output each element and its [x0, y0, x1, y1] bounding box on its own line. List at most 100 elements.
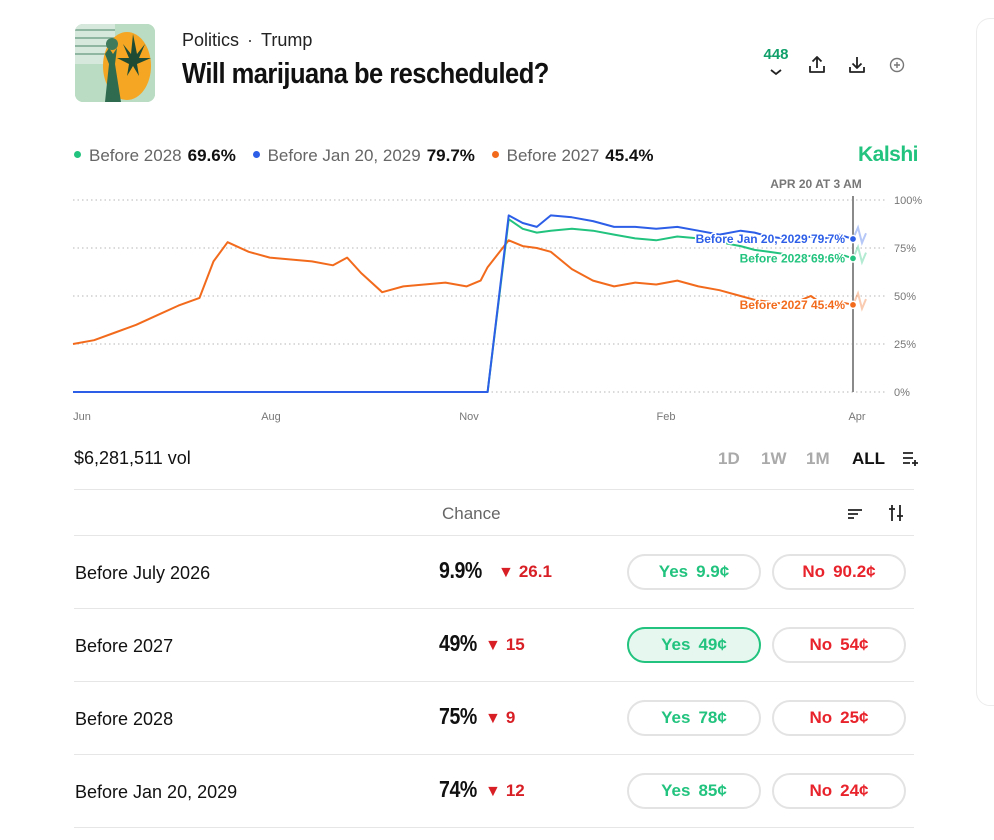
legend-name: Before 2027	[506, 146, 600, 165]
row-change: ▼ 12	[485, 781, 525, 801]
series-future-segment	[852, 224, 867, 246]
divider	[74, 827, 914, 828]
yes-price: 78¢	[698, 708, 727, 727]
table-row[interactable]: Before 2027 49% ▼ 15 Yes 49¢ No 54¢	[74, 609, 914, 681]
price-chart[interactable]: 100% 75% 50% 25% 0% Jun Aug Nov Feb Apr APR 20 A…	[0, 168, 994, 430]
row-label: Before 2028	[75, 709, 174, 729]
no-label: No	[802, 562, 826, 581]
divider	[74, 754, 914, 755]
chevron-down-icon	[770, 69, 782, 76]
share-icon[interactable]	[806, 54, 828, 76]
yes-price: 9.9¢	[696, 562, 730, 581]
no-price: 54¢	[840, 635, 869, 654]
range-1w[interactable]: 1W	[761, 449, 787, 468]
yes-button[interactable]: Yes 9.9¢	[627, 554, 761, 590]
x-axis-labels: Jun Aug Nov Feb Apr	[73, 411, 866, 423]
no-button[interactable]: No 24¢	[772, 773, 906, 809]
breadcrumb: Politics · Trump	[182, 30, 312, 51]
series-end-label: Before 2028 69.6%	[740, 251, 846, 265]
row-chance: 49%	[439, 630, 477, 656]
row-change-value: 15	[505, 635, 525, 654]
series-end-dot	[848, 234, 858, 244]
legend-bullet	[74, 151, 81, 159]
divider	[74, 489, 914, 490]
filter-sliders-icon[interactable]	[886, 503, 906, 523]
table-row[interactable]: Before Jan 20, 2029 74% ▼ 12 Yes 85¢ No 24¢	[74, 755, 914, 827]
yes-price: 49¢	[698, 635, 727, 654]
row-change-value: 9	[505, 708, 516, 727]
row-change: ▼ 9	[485, 708, 515, 728]
series-end-label: Before 2027 45.4%	[740, 298, 846, 312]
chart-grid	[73, 199, 885, 393]
breadcrumb-category[interactable]: Politics	[182, 30, 240, 50]
yes-label: Yes	[661, 781, 691, 800]
x-tick-label: Aug	[261, 411, 281, 423]
no-label: No	[809, 781, 833, 800]
series-end-labels: Before Jan 20, 2029 79.7% Before 2028 69.…	[694, 230, 858, 313]
chart-legend: Before 2028 69.6% Before Jan 20, 2029 79.7…	[74, 146, 665, 166]
y-tick-label: 0%	[894, 387, 910, 399]
legend-bullet	[491, 151, 499, 159]
y-tick-label: 25%	[894, 339, 916, 351]
breadcrumb-subcategory[interactable]: Trump	[261, 30, 313, 50]
row-label: Before 2027	[75, 636, 174, 656]
add-list-icon[interactable]	[902, 450, 920, 466]
volume-text: $6,281,511 vol	[74, 448, 191, 468]
legend-item[interactable]: Before Jan 20, 2029 79.7%	[252, 146, 475, 166]
no-price: 24¢	[840, 781, 869, 800]
no-price: 25¢	[840, 708, 869, 727]
down-triangle-icon: ▼	[498, 564, 514, 581]
legend-item[interactable]: Before 2027 45.4%	[491, 146, 654, 166]
hover-timestamp: APR 20 AT 3 AM	[770, 177, 862, 191]
legend-bullet	[252, 151, 260, 159]
count-button[interactable]: 448	[758, 46, 794, 80]
series-end-dot	[848, 300, 858, 310]
download-icon[interactable]	[846, 54, 868, 76]
table-row[interactable]: Before 2028 75% ▼ 9 Yes 78¢ No 25¢	[74, 682, 914, 754]
legend-value: 69.6%	[187, 146, 236, 165]
row-change: ▼ 26.1	[498, 562, 552, 582]
y-axis-labels: 100% 75% 50% 25% 0%	[894, 195, 922, 399]
row-change-value: 26.1	[518, 562, 552, 581]
down-triangle-icon: ▼	[485, 710, 501, 727]
yes-price: 85¢	[698, 781, 727, 800]
series-end-dot	[848, 254, 858, 263]
down-triangle-icon: ▼	[485, 783, 501, 800]
no-button[interactable]: No 25¢	[772, 700, 906, 736]
no-price: 90.2¢	[833, 562, 876, 581]
table-row[interactable]: Before July 2026 9.9% ▼ 26.1 Yes 9.9¢ No 90.2¢	[74, 536, 914, 608]
down-triangle-icon: ▼	[485, 637, 501, 654]
series-end-label: Before Jan 20, 2029 79.7%	[696, 232, 846, 246]
add-circle-icon[interactable]	[886, 54, 908, 76]
divider	[74, 535, 914, 536]
series-line-before-2027	[72, 239, 854, 345]
row-change: ▼ 15	[485, 635, 525, 655]
x-tick-label: Feb	[657, 411, 676, 423]
legend-name: Before Jan 20, 2029	[267, 146, 421, 165]
y-tick-label: 100%	[894, 195, 922, 207]
row-label: Before July 2026	[75, 563, 211, 583]
count-value: 448	[763, 46, 789, 63]
range-1m[interactable]: 1M	[806, 449, 830, 468]
divider	[74, 608, 914, 609]
sort-icon[interactable]	[846, 503, 866, 523]
yes-button[interactable]: Yes 49¢	[627, 627, 761, 663]
series-future-segment	[852, 243, 867, 266]
yes-button[interactable]: Yes 85¢	[627, 773, 761, 809]
no-button[interactable]: No 90.2¢	[772, 554, 906, 590]
yes-label: Yes	[658, 562, 689, 581]
no-button[interactable]: No 54¢	[772, 627, 906, 663]
yes-label: Yes	[661, 635, 691, 654]
no-label: No	[809, 635, 833, 654]
range-all[interactable]: ALL	[852, 449, 886, 468]
yes-label: Yes	[661, 708, 691, 727]
chance-column-header: Chance	[442, 504, 501, 523]
page-title: Will marijuana be rescheduled?	[182, 58, 549, 90]
yes-button[interactable]: Yes 78¢	[627, 700, 761, 736]
range-1d[interactable]: 1D	[718, 449, 740, 468]
row-chance: 75%	[439, 703, 477, 729]
legend-value: 45.4%	[605, 146, 654, 165]
legend-value: 79.7%	[426, 146, 475, 165]
legend-item[interactable]: Before 2028 69.6%	[74, 146, 236, 166]
kalshi-logo[interactable]: Kalshi	[858, 143, 919, 166]
